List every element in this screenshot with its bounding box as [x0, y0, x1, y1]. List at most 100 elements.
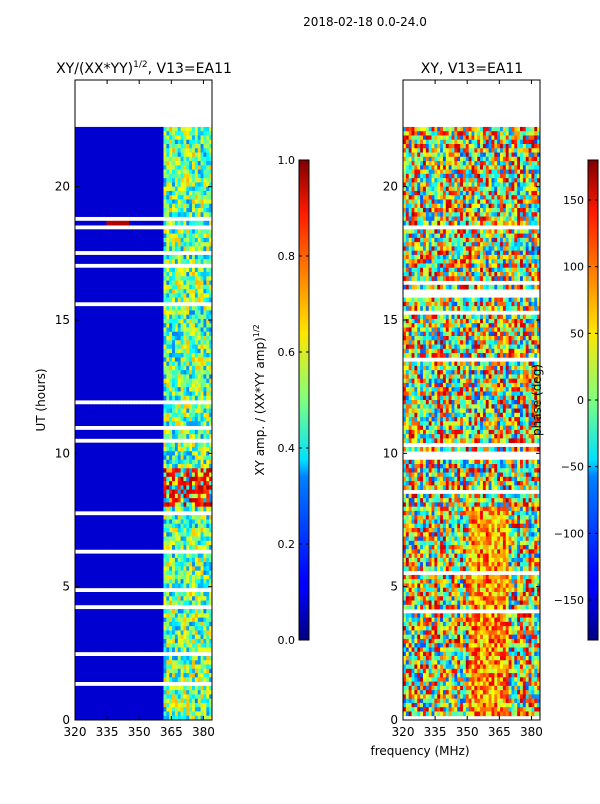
heatmap-cell: [143, 353, 147, 358]
heatmap-cell: [194, 135, 199, 141]
heatmap-cell: [194, 178, 199, 183]
heatmap-cell: [177, 528, 181, 533]
heatmap-cell: [137, 331, 142, 337]
heatmap-cell: [100, 498, 104, 503]
heatmap-cell: [160, 220, 164, 226]
heatmap-cell: [120, 485, 124, 490]
heatmap-cell: [157, 523, 162, 529]
heatmap-cell: [172, 464, 176, 469]
heatmap-cell: [206, 408, 210, 414]
heatmap-cell: [100, 387, 104, 392]
heatmap-cell: [140, 596, 144, 601]
heatmap-cell: [174, 178, 179, 183]
heatmap-cell: [169, 284, 173, 290]
heatmap-cell: [209, 259, 212, 264]
heatmap-cell: [177, 306, 181, 311]
heatmap-cell: [183, 190, 187, 196]
heatmap-cell: [152, 395, 156, 401]
heatmap-cell: [149, 579, 153, 584]
heatmap-cell: [143, 553, 147, 559]
heatmap-cell: [75, 336, 79, 341]
heatmap-cell: [92, 613, 96, 618]
heatmap-cell: [200, 152, 204, 158]
heatmap-cell: [126, 417, 130, 422]
heatmap-cell: [80, 600, 84, 606]
heatmap-cell: [100, 566, 104, 572]
heatmap-cell: [80, 468, 84, 473]
heatmap-cell: [197, 161, 201, 166]
heatmap-cell: [134, 353, 139, 358]
heatmap-cell: [92, 408, 96, 414]
heatmap-cell: [186, 481, 190, 486]
heatmap-cell: [166, 408, 170, 414]
heatmap-cell: [143, 421, 147, 426]
heatmap-cell: [103, 161, 107, 166]
heatmap-cell: [169, 476, 173, 482]
heatmap-cell: [109, 246, 113, 252]
heatmap-cell: [103, 246, 107, 252]
heatmap-cell: [143, 545, 147, 550]
heatmap-cell: [114, 331, 119, 337]
heatmap-cell: [146, 131, 150, 136]
heatmap-cell: [137, 579, 142, 584]
heatmap-cell: [163, 498, 167, 503]
heatmap-cell: [134, 374, 139, 380]
heatmap-cell: [154, 528, 159, 533]
heatmap-cell: [94, 242, 99, 247]
heatmap-cell: [194, 237, 199, 243]
heatmap-cell: [126, 267, 130, 273]
heatmap-cell: [120, 220, 124, 226]
heatmap-cell: [112, 310, 116, 316]
heatmap-cell: [92, 468, 96, 473]
heatmap-cell: [75, 267, 79, 273]
heatmap-cell: [89, 178, 93, 183]
heatmap-cell: [169, 280, 173, 286]
heatmap-cell: [97, 314, 102, 320]
heatmap-cell: [189, 596, 193, 601]
heatmap-cell: [183, 229, 187, 234]
heatmap-cell: [123, 186, 127, 192]
heatmap-cell: [192, 156, 196, 162]
heatmap-cell: [103, 276, 107, 281]
heatmap-cell: [180, 182, 184, 188]
heatmap-cell: [177, 280, 181, 286]
heatmap-cell: [154, 613, 159, 618]
heatmap-cell: [183, 203, 187, 209]
heatmap-cell: [206, 327, 210, 333]
heatmap-cell: [120, 357, 124, 362]
heatmap-cell: [140, 412, 144, 418]
heatmap-cell: [143, 148, 147, 153]
heatmap-cell: [103, 579, 107, 584]
heatmap-cell: [203, 489, 207, 495]
heatmap-cell: [174, 519, 179, 525]
heatmap-cell: [203, 485, 207, 490]
heatmap-cell: [197, 139, 201, 145]
heatmap-cell: [160, 336, 164, 341]
heatmap-cell: [157, 259, 162, 264]
heatmap-cell: [146, 229, 150, 234]
heatmap-cell: [189, 169, 193, 175]
heatmap-cell: [180, 574, 184, 580]
heatmap-cell: [140, 574, 144, 580]
heatmap-cell: [137, 540, 142, 546]
heatmap-cell: [132, 455, 136, 461]
heatmap-cell: [114, 195, 119, 200]
heatmap-cell: [146, 310, 150, 316]
heatmap-cell: [163, 139, 167, 145]
heatmap-cell: [114, 152, 119, 158]
heatmap-cell: [154, 523, 159, 529]
heatmap-cell: [137, 199, 142, 205]
heatmap-cell: [143, 446, 147, 452]
heatmap-cell: [92, 412, 96, 418]
heatmap-cell: [100, 472, 104, 478]
heatmap-cell: [180, 481, 184, 486]
heatmap-cell: [137, 374, 142, 380]
heatmap-cell: [152, 592, 156, 597]
heatmap-cell: [123, 190, 127, 196]
heatmap-cell: [206, 387, 210, 392]
heatmap-cell: [97, 259, 102, 264]
heatmap-cell: [114, 131, 119, 136]
heatmap-cell: [109, 455, 113, 461]
heatmap-cell: [154, 259, 159, 264]
heatmap-cell: [172, 178, 176, 183]
